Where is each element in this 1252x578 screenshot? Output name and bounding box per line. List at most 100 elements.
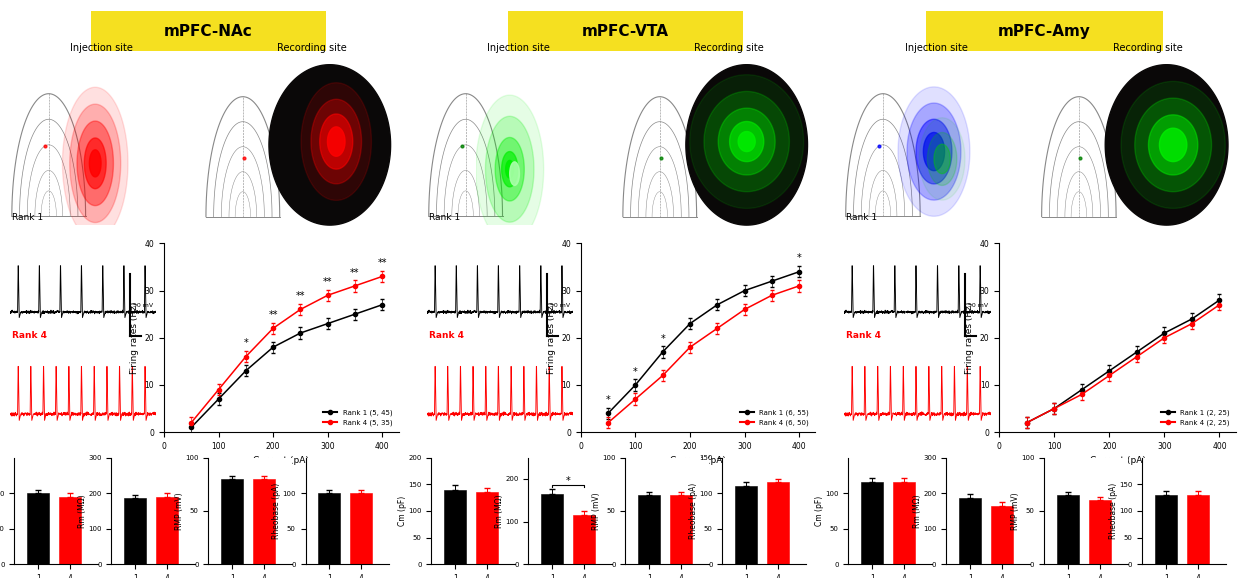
Polygon shape	[506, 161, 513, 178]
Text: Injection site: Injection site	[70, 43, 133, 53]
Polygon shape	[1159, 128, 1187, 162]
Bar	[351, 493, 372, 564]
Bar	[992, 506, 1013, 564]
Polygon shape	[269, 65, 391, 225]
Polygon shape	[686, 65, 808, 225]
Polygon shape	[310, 99, 362, 184]
Text: 0.1 sec: 0.1 sec	[23, 475, 49, 484]
Text: *: *	[243, 338, 248, 349]
Bar	[767, 483, 789, 564]
Text: Rank 4: Rank 4	[428, 331, 463, 340]
FancyBboxPatch shape	[419, 3, 831, 578]
FancyBboxPatch shape	[836, 3, 1252, 578]
Bar	[444, 490, 466, 564]
Polygon shape	[510, 162, 520, 186]
Text: Recording site: Recording site	[1113, 43, 1183, 53]
Text: Rank 4: Rank 4	[845, 331, 880, 340]
Text: Recording site: Recording site	[277, 43, 347, 53]
Text: Injection site: Injection site	[487, 43, 550, 53]
Text: *: *	[606, 395, 611, 405]
Polygon shape	[1148, 115, 1198, 175]
Y-axis label: Firing rates (Hz): Firing rates (Hz)	[965, 302, 974, 374]
FancyBboxPatch shape	[495, 8, 756, 54]
Text: Rank 4: Rank 4	[11, 331, 46, 340]
Text: Rank 1: Rank 1	[428, 213, 459, 221]
Y-axis label: Cm (pF): Cm (pF)	[398, 496, 407, 526]
Polygon shape	[916, 119, 952, 184]
Y-axis label: Rm (MΩ): Rm (MΩ)	[913, 494, 921, 528]
Bar	[735, 486, 757, 564]
Text: *: *	[566, 476, 571, 486]
Bar	[541, 494, 563, 564]
Polygon shape	[476, 95, 543, 243]
Text: **: **	[377, 258, 387, 268]
Bar	[1156, 495, 1177, 564]
FancyBboxPatch shape	[911, 8, 1177, 54]
Polygon shape	[1121, 81, 1226, 209]
Polygon shape	[924, 132, 944, 171]
Text: mPFC-VTA: mPFC-VTA	[582, 24, 669, 39]
X-axis label: Current (pA): Current (pA)	[670, 457, 726, 465]
Bar	[156, 497, 178, 564]
Legend: Rank 1 (2, 25), Rank 4 (2, 25): Rank 1 (2, 25), Rank 4 (2, 25)	[1158, 406, 1232, 429]
Text: *: *	[796, 253, 801, 264]
Bar	[124, 498, 146, 564]
Y-axis label: RMP (mV): RMP (mV)	[592, 492, 601, 530]
Text: **: **	[268, 310, 278, 320]
Text: Rank 1: Rank 1	[845, 213, 876, 221]
Text: **: **	[295, 291, 305, 301]
Y-axis label: Cm (pF): Cm (pF)	[815, 496, 824, 526]
Polygon shape	[1106, 65, 1228, 225]
Text: *: *	[634, 366, 637, 376]
Legend: Rank 1 (5, 45), Rank 4 (5, 35): Rank 1 (5, 45), Rank 4 (5, 35)	[321, 406, 396, 429]
Polygon shape	[89, 150, 101, 177]
X-axis label: Current (pA): Current (pA)	[1089, 457, 1146, 465]
Y-axis label: Firing rates (Hz): Firing rates (Hz)	[547, 302, 556, 374]
FancyBboxPatch shape	[78, 8, 339, 54]
Polygon shape	[906, 103, 960, 200]
Bar	[476, 492, 498, 564]
Polygon shape	[70, 104, 120, 223]
Polygon shape	[704, 91, 790, 192]
Text: 0.1 sec: 0.1 sec	[856, 475, 883, 484]
Bar	[573, 515, 595, 564]
Polygon shape	[300, 83, 372, 201]
Y-axis label: RMP (mV): RMP (mV)	[1010, 492, 1019, 530]
Y-axis label: Rheobase (pA): Rheobase (pA)	[689, 483, 697, 539]
Polygon shape	[486, 116, 535, 222]
Text: Rank 1: Rank 1	[11, 213, 43, 221]
Bar	[639, 495, 660, 564]
Bar	[1089, 500, 1112, 564]
Polygon shape	[78, 121, 114, 206]
Text: Recording site: Recording site	[694, 43, 764, 53]
Polygon shape	[934, 144, 950, 173]
Bar	[318, 493, 341, 564]
Text: **: **	[323, 277, 332, 287]
Polygon shape	[502, 151, 518, 187]
Text: 50 mV: 50 mV	[550, 302, 570, 307]
Y-axis label: RMP (mV): RMP (mV)	[175, 492, 184, 530]
Y-axis label: Rm (MΩ): Rm (MΩ)	[495, 494, 503, 528]
Bar	[253, 479, 275, 564]
Bar	[28, 493, 49, 564]
Polygon shape	[495, 138, 525, 201]
Polygon shape	[898, 87, 970, 216]
Polygon shape	[319, 114, 353, 169]
Bar	[222, 479, 243, 564]
Bar	[59, 497, 81, 564]
Polygon shape	[730, 121, 764, 162]
Polygon shape	[690, 75, 804, 209]
Y-axis label: Rheobase (pA): Rheobase (pA)	[272, 483, 280, 539]
Bar	[959, 498, 982, 564]
Text: 0.1 sec: 0.1 sec	[439, 475, 466, 484]
Polygon shape	[63, 87, 128, 239]
Text: *: *	[660, 334, 665, 343]
Polygon shape	[719, 108, 775, 175]
Bar	[1187, 495, 1209, 564]
Text: mPFC-NAc: mPFC-NAc	[164, 24, 253, 39]
X-axis label: Current (pA): Current (pA)	[253, 457, 309, 465]
Text: Injection site: Injection site	[905, 43, 968, 53]
Polygon shape	[328, 127, 346, 156]
Polygon shape	[1134, 98, 1212, 192]
Bar	[670, 495, 692, 564]
